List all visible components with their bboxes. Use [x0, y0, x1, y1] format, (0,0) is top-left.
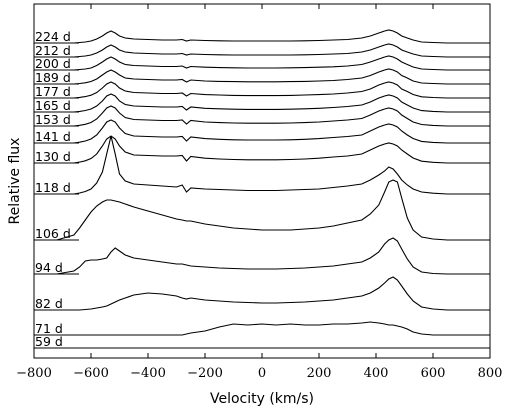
- spectrum-line: [56, 43, 490, 58]
- x-tick-label: 0: [258, 366, 266, 381]
- epoch-label: 59 d: [35, 334, 63, 349]
- spectrum-line: [56, 29, 490, 44]
- x-tick-label: −200: [187, 366, 223, 381]
- epoch-label: 141 d: [35, 129, 71, 144]
- spectrum-line: [56, 276, 490, 311]
- x-tick-label: 600: [421, 366, 446, 381]
- plot-frame: [33, 3, 491, 359]
- epoch-label: 165 d: [35, 98, 71, 113]
- epoch-label: 106 d: [35, 226, 71, 241]
- spectrum-line: [56, 55, 490, 71]
- y-axis-title: Relative flux: [7, 138, 23, 225]
- x-tick-label: −800: [16, 366, 52, 381]
- spectrum-line: [56, 68, 490, 85]
- epoch-label: 130 d: [35, 149, 71, 164]
- epoch-label: 82 d: [35, 296, 63, 311]
- spectra-group: [34, 29, 490, 349]
- spectrum-line: [56, 237, 490, 275]
- x-tick-label: 400: [364, 366, 389, 381]
- epoch-label: 224 d: [35, 29, 71, 44]
- spectrum-line: [56, 179, 490, 241]
- spectrum-line: [56, 105, 490, 127]
- x-axis-ticks: [33, 4, 491, 358]
- plot-area-border: [33, 3, 491, 359]
- x-tick-label: −600: [73, 366, 109, 381]
- epoch-label: 177 d: [35, 84, 71, 99]
- x-tick-label: −400: [130, 366, 166, 381]
- spectrum-line: [56, 321, 490, 336]
- x-tick-label: 200: [307, 366, 332, 381]
- spectrum-line: [56, 93, 490, 113]
- epoch-label: 153 d: [35, 112, 71, 127]
- epoch-label: 71 d: [35, 321, 63, 336]
- spectrum-line: [56, 135, 490, 164]
- epoch-label: 118 d: [35, 180, 71, 195]
- spectrum-line: [56, 135, 490, 195]
- x-axis-title: Velocity (km/s): [210, 391, 314, 407]
- epoch-label: 94 d: [35, 260, 63, 275]
- spectrum-line: [56, 119, 490, 144]
- x-tick-label: 800: [478, 366, 503, 381]
- x-axis-tick-labels: −800 −600 −400 −200 0 200 400 600 800: [16, 366, 502, 381]
- epoch-label: 189 d: [35, 70, 71, 85]
- epoch-label: 200 d: [35, 56, 71, 71]
- epoch-label: 212 d: [35, 43, 71, 58]
- spectrum-line: [56, 81, 490, 99]
